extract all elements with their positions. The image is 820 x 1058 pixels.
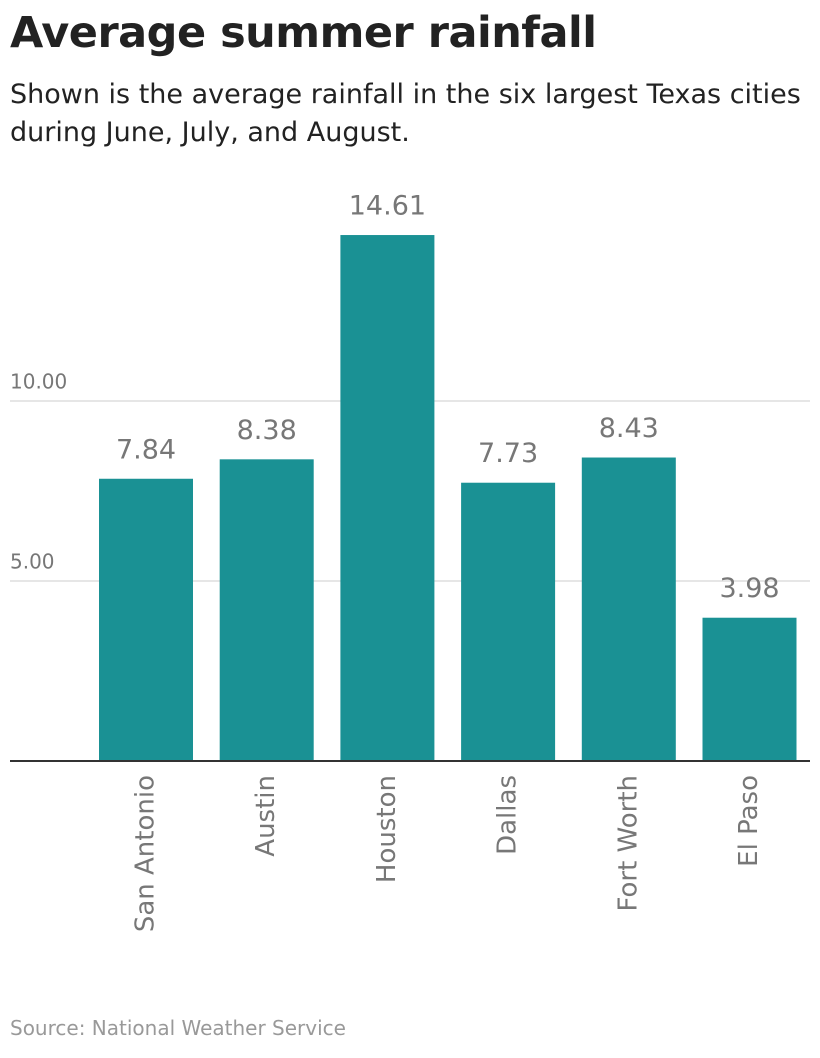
- bar: [461, 482, 556, 761]
- source-note: Source: National Weather Service: [10, 1016, 346, 1040]
- bar: [702, 617, 797, 761]
- bar: [581, 457, 676, 761]
- value-label: 3.98: [719, 573, 779, 604]
- chart-subtitle: Shown is the average rainfall in the six…: [10, 79, 801, 148]
- value-label: 8.38: [237, 415, 297, 446]
- bar: [99, 478, 193, 761]
- y-tick-label: 5.00: [10, 550, 55, 574]
- x-tick-label: Fort Worth: [613, 775, 643, 912]
- x-tick-label: San Antonio: [131, 775, 161, 932]
- chart-title: Average summer rainfall: [10, 8, 597, 58]
- value-label: 7.73: [478, 438, 538, 469]
- value-label: 7.84: [116, 434, 176, 465]
- x-tick-label: Austin: [251, 775, 281, 857]
- chart: 5.00 10.00 7.84 San Antonio 8.38 Austin 14.61 H…: [10, 191, 810, 932]
- x-tick-label: Dallas: [493, 775, 523, 855]
- value-label: 8.43: [599, 413, 659, 444]
- x-tick-label: Houston: [372, 775, 402, 883]
- bar: [219, 459, 314, 761]
- y-tick-label: 10.00: [10, 370, 67, 394]
- value-label: 14.61: [349, 191, 426, 222]
- bar: [340, 235, 435, 762]
- x-tick-label: El Paso: [734, 775, 764, 867]
